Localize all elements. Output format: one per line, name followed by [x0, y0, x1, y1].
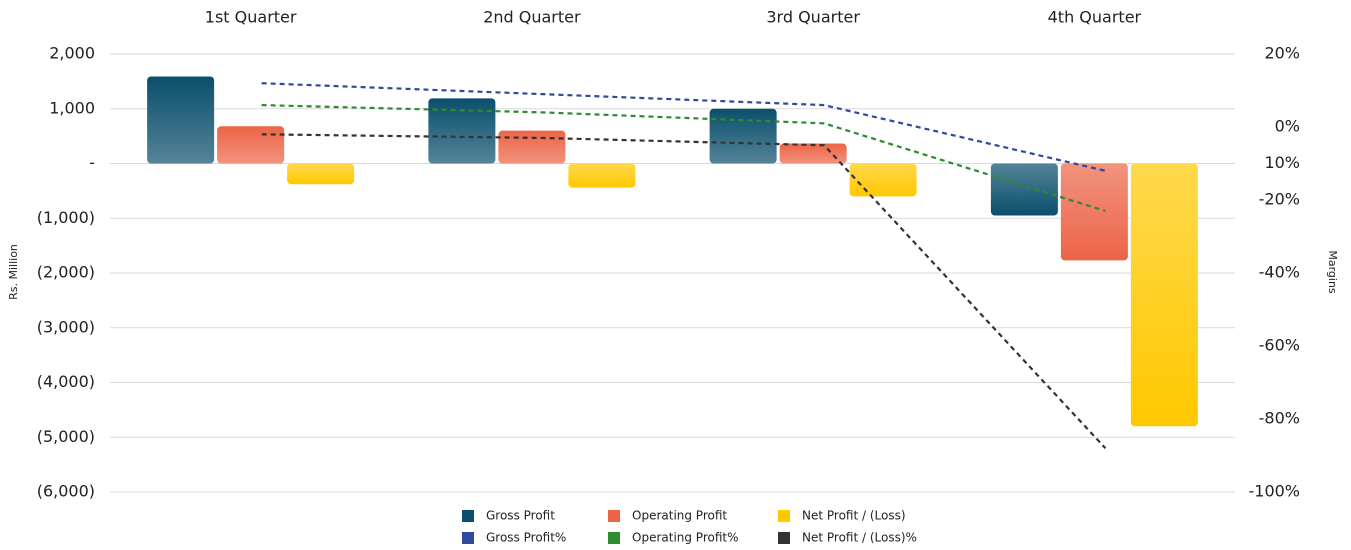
y-tick-label: (3,000) [37, 317, 95, 336]
bar [147, 76, 215, 164]
bar [568, 163, 636, 188]
legend-label: Gross Profit [486, 509, 555, 523]
bar [990, 163, 1058, 216]
bar [1060, 163, 1128, 261]
legend-swatch [778, 532, 790, 544]
y-tick-label: (5,000) [37, 427, 95, 446]
legend-label: Operating Profit [632, 509, 727, 523]
y2-tick-label: -20% [1259, 190, 1300, 209]
x-tick-label: 2nd Quarter [483, 8, 581, 27]
legend-swatch [462, 532, 474, 544]
y-tick-label: - [89, 153, 95, 172]
y2-axis-title: Margins [1326, 250, 1339, 294]
y2-tick-label: -80% [1259, 409, 1300, 428]
bar [428, 98, 496, 164]
bar [1130, 163, 1198, 427]
bar [498, 130, 566, 164]
legend-label: Net Profit / (Loss)% [802, 531, 917, 545]
legend-label: Operating Profit% [632, 531, 739, 545]
y-axis-title: Rs. Million [7, 244, 20, 300]
legend-swatch [778, 510, 790, 522]
y2-tick-label: 20% [1264, 44, 1300, 63]
line [261, 82, 1106, 172]
y-tick-label: 2,000 [49, 44, 95, 63]
y2-tick-label: -60% [1259, 336, 1300, 355]
y2-tick-label: -40% [1259, 263, 1300, 282]
bar [709, 108, 777, 164]
bar [779, 143, 847, 164]
line [261, 133, 1107, 449]
x-tick-label: 4th Quarter [1048, 8, 1142, 27]
bar [287, 163, 355, 185]
y-tick-label: (1,000) [37, 208, 95, 227]
y-tick-label: (6,000) [37, 482, 95, 501]
y-tick-label: (4,000) [37, 372, 95, 391]
x-tick-label: 1st Quarter [205, 8, 297, 27]
legend-swatch [462, 510, 474, 522]
legend-swatch [608, 510, 620, 522]
y2-tick-label: 0% [1275, 117, 1300, 136]
bar [217, 126, 285, 164]
legend-swatch [608, 532, 620, 544]
y2-tick-label: 10% [1264, 153, 1300, 172]
y-tick-label: 1,000 [49, 98, 95, 117]
x-tick-label: 3rd Quarter [766, 8, 860, 27]
legend-label: Net Profit / (Loss) [802, 509, 906, 523]
legend-label: Gross Profit% [486, 531, 566, 545]
y2-tick-label: -100% [1248, 482, 1300, 501]
bar [849, 163, 917, 197]
line [261, 104, 1106, 213]
y-tick-label: (2,000) [37, 263, 95, 282]
